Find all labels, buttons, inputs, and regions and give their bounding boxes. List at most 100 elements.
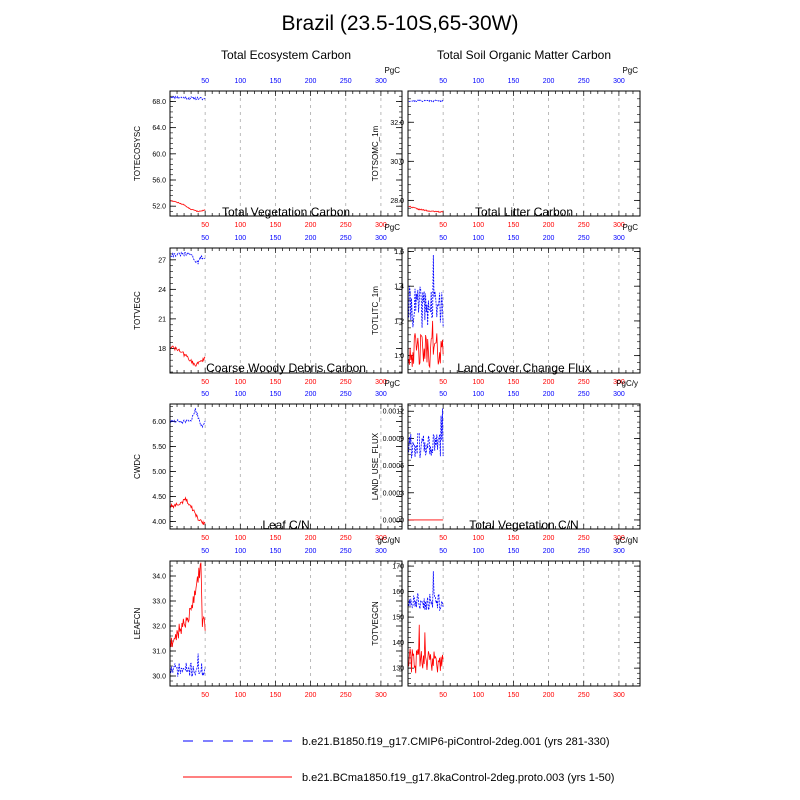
x-tick-label-top: 250 [578, 548, 590, 555]
series-exp-line [408, 320, 444, 369]
x-tick-label-bottom: 150 [508, 222, 520, 229]
units-label: PgC [384, 66, 400, 75]
x-tick-label-top: 100 [234, 391, 246, 398]
y-tick-label: 68.0 [152, 99, 166, 106]
x-tick-label-top: 200 [543, 235, 555, 242]
x-tick-label-top: 50 [439, 548, 447, 555]
units-label: PgC [622, 223, 638, 232]
plot-frame [169, 403, 403, 530]
series-ctrl-line [170, 95, 206, 101]
series-exp-line [408, 205, 444, 213]
x-tick-label-top: 50 [201, 391, 209, 398]
x-tick-label-top: 250 [578, 235, 590, 242]
series-exp-line [170, 562, 206, 648]
y-axis-label: LEAFCN [133, 607, 142, 639]
plot-frame [407, 247, 641, 374]
y-tick-label: 140 [392, 640, 404, 647]
y-tick-label: 21 [158, 316, 166, 323]
y-tick-label: 56.0 [152, 178, 166, 185]
x-tick-label-bottom: 200 [305, 535, 317, 542]
x-tick-label-top: 300 [613, 548, 625, 555]
panel-title: Coarse Woody Debris Carbon [206, 361, 366, 375]
panel: Total Vegetation Carbon PgC TOTVEGC 50 100 15… [133, 205, 403, 386]
x-tick-label-top: 300 [375, 548, 387, 555]
x-tick-label-top: 100 [472, 78, 484, 85]
panel: Total Ecosystem Carbon PgC TOTECOSYSC 50 100… [133, 48, 403, 229]
y-tick-label: 130 [392, 666, 404, 673]
x-tick-label-bottom: 150 [270, 692, 282, 699]
y-tick-label: 4.00 [152, 519, 166, 526]
legend: b.e21.B1850.f19_g17.CMIP6-piControl-2deg… [183, 736, 614, 784]
y-axis-label: LAND_USE_FLUX [371, 432, 380, 500]
x-tick-label-bottom: 300 [613, 222, 625, 229]
y-tick-label: 0.0009 [383, 436, 405, 443]
x-tick-label-bottom: 50 [439, 379, 447, 386]
y-tick-label: 0.0012 [383, 409, 405, 416]
plot-frame [407, 560, 641, 687]
x-tick-label-top: 200 [305, 391, 317, 398]
x-tick-label-top: 300 [375, 235, 387, 242]
series-ctrl-line [170, 653, 206, 677]
legend-label-ctrl: b.e21.B1850.f19_g17.CMIP6-piControl-2deg… [302, 736, 610, 748]
units-label: PgC [622, 66, 638, 75]
plot-frame [169, 90, 403, 217]
y-tick-label: 1.0 [394, 353, 404, 360]
y-tick-label: 60.0 [152, 151, 166, 158]
series-exp-line [408, 624, 444, 674]
x-tick-label-top: 150 [508, 78, 520, 85]
x-tick-label-bottom: 150 [270, 222, 282, 229]
y-tick-label: 4.50 [152, 494, 166, 501]
x-tick-label-top: 250 [340, 548, 352, 555]
panel: Total Soil Organic Matter Carbon PgC TOTSO… [371, 48, 641, 229]
x-tick-label-bottom: 250 [578, 535, 590, 542]
x-tick-label-bottom: 150 [270, 379, 282, 386]
x-tick-label-top: 200 [543, 78, 555, 85]
x-tick-label-bottom: 200 [543, 379, 555, 386]
x-tick-label-bottom: 300 [613, 692, 625, 699]
series-ctrl-line [408, 571, 444, 611]
series-ctrl-line [408, 254, 444, 328]
y-tick-label: 0.0003 [383, 490, 405, 497]
x-tick-label-top: 100 [472, 235, 484, 242]
panel-title: Total Ecosystem Carbon [221, 48, 351, 62]
y-axis-label: CWDC [133, 454, 142, 479]
plot-frame [169, 560, 403, 687]
y-tick-label: 1.4 [394, 284, 404, 291]
x-tick-label-top: 150 [508, 391, 520, 398]
x-tick-label-top: 100 [234, 548, 246, 555]
x-tick-label-top: 50 [439, 78, 447, 85]
x-tick-label-bottom: 250 [578, 222, 590, 229]
x-tick-label-bottom: 300 [375, 535, 387, 542]
y-axis-label: TOTVEGCN [371, 601, 380, 646]
x-tick-label-bottom: 150 [270, 535, 282, 542]
x-tick-label-bottom: 250 [340, 535, 352, 542]
y-tick-label: 34.0 [152, 574, 166, 581]
x-tick-label-top: 300 [375, 391, 387, 398]
x-tick-label-bottom: 200 [543, 535, 555, 542]
x-tick-label-top: 100 [234, 78, 246, 85]
x-tick-label-top: 50 [201, 235, 209, 242]
x-tick-label-bottom: 200 [543, 222, 555, 229]
y-tick-label: 27 [158, 257, 166, 264]
y-tick-label: 64.0 [152, 125, 166, 132]
x-tick-label-bottom: 300 [613, 379, 625, 386]
x-tick-label-top: 50 [201, 78, 209, 85]
units-label: PgC/y [616, 379, 638, 388]
x-tick-label-top: 300 [613, 391, 625, 398]
x-tick-label-bottom: 200 [305, 692, 317, 699]
y-tick-label: 18 [158, 346, 166, 353]
y-tick-label: 1.6 [394, 249, 404, 256]
x-tick-label-top: 300 [375, 78, 387, 85]
x-tick-label-bottom: 100 [234, 222, 246, 229]
panel: Leaf C/N gC/gN LEAFCN 50 100 150 200 250 300 50 10… [133, 518, 403, 699]
plot-frame [169, 247, 403, 374]
x-tick-label-bottom: 50 [201, 379, 209, 386]
x-tick-label-bottom: 50 [201, 535, 209, 542]
x-tick-label-top: 250 [578, 78, 590, 85]
x-tick-label-top: 200 [305, 235, 317, 242]
series-ctrl-line [408, 99, 444, 103]
x-tick-label-top: 100 [234, 235, 246, 242]
x-tick-label-top: 100 [472, 391, 484, 398]
x-tick-label-bottom: 200 [543, 692, 555, 699]
